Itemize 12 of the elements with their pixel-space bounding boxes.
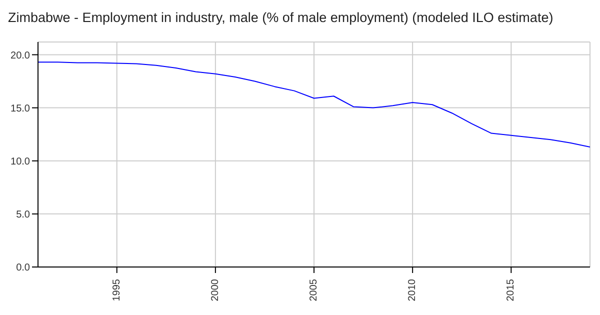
x-tick-label: 2000 [210, 278, 221, 302]
x-tick-label: 2015 [506, 278, 517, 302]
chart-title: Zimbabwe - Employment in industry, male (% of male employment) (modeled ILO estimate) [8, 9, 554, 27]
x-tick-label: 2005 [308, 278, 320, 302]
line-series [38, 62, 590, 148]
y-tick-label: 10.0 [10, 156, 30, 168]
y-tick-label: 0.0 [16, 262, 30, 274]
x-tick-label: 2010 [407, 278, 418, 302]
y-tick-label: 20.0 [10, 50, 30, 62]
x-tick-label: 1995 [111, 278, 122, 302]
y-tick-label: 5.0 [16, 209, 30, 220]
y-tick-label: 15.0 [10, 103, 30, 114]
